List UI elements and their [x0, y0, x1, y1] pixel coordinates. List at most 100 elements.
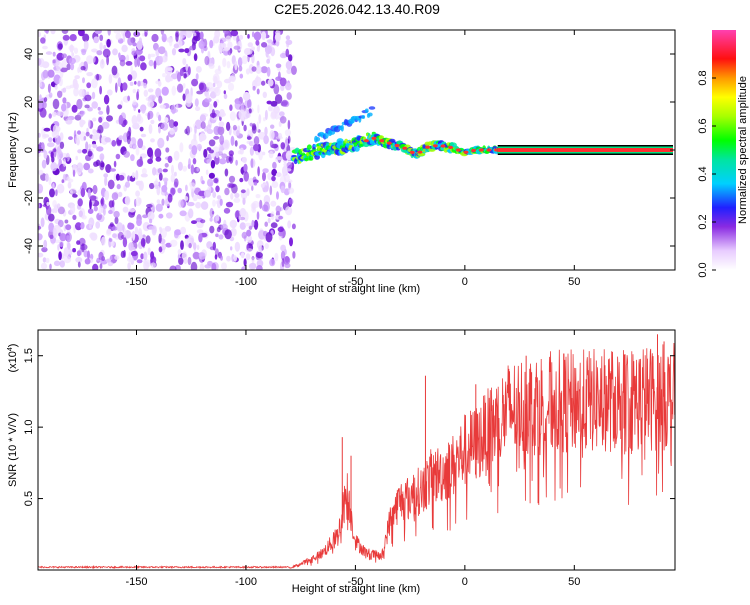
noise-blob: [87, 208, 94, 214]
colorbar-label: Normalized spectral amplitude: [737, 76, 749, 224]
signal-peak: [463, 150, 469, 154]
noise-blob: [102, 204, 108, 210]
noise-blob: [108, 200, 114, 208]
noise-blob: [212, 191, 217, 198]
noise-blob: [67, 242, 71, 250]
snr-multiplier-base: (x10: [7, 351, 19, 372]
noise-blob: [122, 237, 128, 248]
noise-blob: [253, 31, 262, 41]
noise-blob: [51, 111, 57, 117]
noise-blob: [223, 207, 231, 214]
noise-blob: [73, 82, 79, 90]
noise-blob: [226, 121, 231, 131]
noise-blob: [184, 48, 190, 54]
noise-blob: [56, 111, 64, 117]
noise-blob: [91, 91, 96, 100]
noise-blob: [149, 182, 155, 190]
noise-blob: [127, 222, 135, 230]
noise-blob: [110, 168, 116, 172]
noise-blob: [169, 128, 175, 135]
x-tick-label: -50: [347, 276, 363, 288]
noise-blob: [270, 109, 277, 119]
noise-blob: [107, 261, 114, 267]
noise-blob: [63, 256, 72, 264]
noise-blob: [220, 223, 228, 230]
noise-blob: [254, 76, 262, 87]
noise-blob: [216, 195, 222, 200]
noise-blob: [256, 265, 263, 270]
noise-blob: [194, 125, 197, 135]
noise-blob: [120, 250, 126, 258]
signal-blob: [336, 138, 344, 145]
noise-blob: [268, 150, 274, 159]
signal-peak: [417, 150, 423, 154]
noise-blob: [261, 80, 266, 86]
snr-background: [38, 330, 675, 570]
noise-blob: [230, 192, 234, 200]
noise-blob: [135, 190, 141, 197]
noise-blob: [191, 78, 199, 87]
noise-blob: [92, 117, 97, 122]
noise-blob: [291, 223, 296, 230]
noise-blob: [161, 243, 167, 251]
noise-blob: [48, 222, 55, 233]
noise-blob: [111, 140, 117, 147]
noise-blob: [206, 158, 212, 164]
noise-blob: [135, 196, 142, 207]
noise-blob: [40, 37, 46, 44]
noise-blob: [263, 117, 266, 122]
noise-blob: [255, 40, 260, 46]
noise-blob: [190, 138, 198, 149]
noise-blob: [199, 263, 205, 270]
noise-blob: [142, 214, 149, 219]
noise-blob: [230, 227, 237, 237]
snr-frame: [37, 329, 676, 571]
colorbar-tick-label: 0.2: [697, 214, 709, 229]
x-tick-label: 50: [568, 576, 580, 588]
noise-blob: [148, 59, 154, 67]
spectrogram-y-ticks: -40 -20 0 20 40: [23, 48, 675, 254]
noise-blob: [115, 33, 122, 41]
noise-blob: [165, 74, 172, 83]
noise-blob: [228, 150, 234, 157]
noise-blob: [43, 150, 48, 160]
noise-blob: [176, 103, 179, 110]
noise-blob: [158, 233, 162, 244]
noise-blob: [209, 103, 213, 114]
noise-blob: [195, 66, 202, 73]
noise-blob: [255, 252, 263, 259]
noise-blob: [75, 222, 81, 227]
signal-blob: [306, 144, 312, 150]
spectrogram-panel: -150 -100 -50 0 50 -40 -20 0 20 40 Height of str…: [7, 29, 676, 295]
noise-blob: [234, 192, 240, 198]
noise-blob: [42, 101, 47, 109]
noise-blob: [75, 257, 83, 263]
noise-blob: [94, 30, 102, 35]
noise-blob: [77, 30, 85, 37]
noise-blob: [41, 159, 47, 169]
noise-blob: [147, 88, 154, 93]
noise-blob: [80, 222, 85, 230]
noise-blob: [88, 119, 91, 129]
noise-blob: [186, 125, 190, 136]
noise-blob: [45, 257, 50, 263]
y-tick-label: -40: [23, 238, 35, 254]
noise-blob: [215, 151, 220, 158]
noise-blob: [275, 205, 281, 214]
noise-blob: [119, 59, 126, 67]
noise-blob: [66, 176, 71, 182]
noise-blob: [66, 63, 71, 71]
noise-blob: [87, 250, 90, 260]
noise-blob: [157, 167, 163, 174]
noise-blob: [82, 148, 88, 154]
noise-blob: [135, 48, 143, 55]
noise-blob: [171, 104, 176, 115]
noise-blob: [68, 136, 73, 141]
noise-blob: [225, 35, 232, 42]
noise-blob: [83, 162, 91, 171]
noise-blob: [271, 168, 278, 177]
noise-blob: [99, 59, 105, 69]
noise-blob: [262, 185, 269, 193]
noise-blob: [141, 106, 146, 114]
